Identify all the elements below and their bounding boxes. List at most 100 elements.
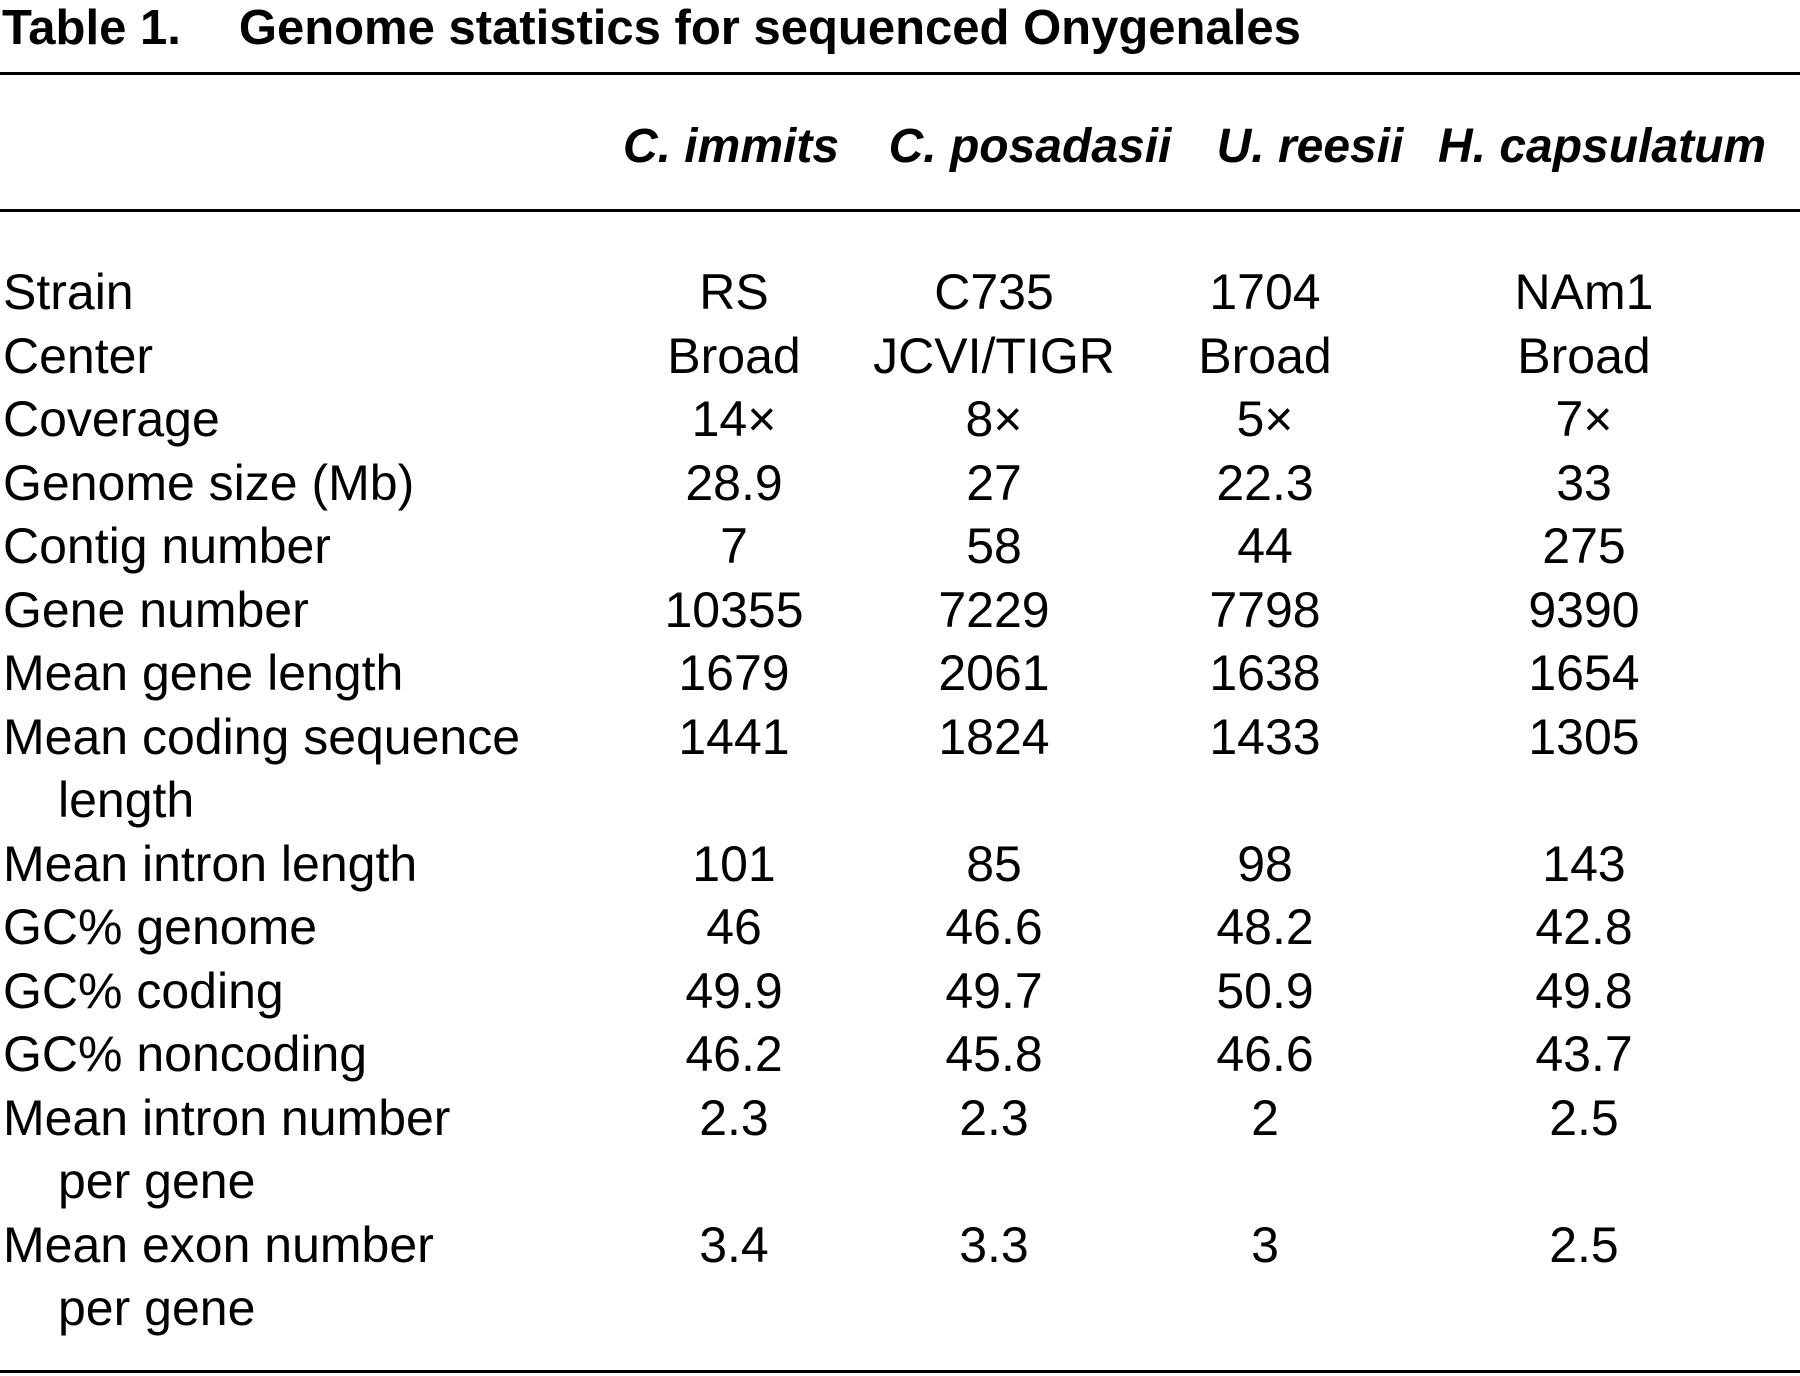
- column-gap: [1385, 706, 1445, 833]
- cell-value: 275: [1542, 518, 1626, 574]
- cell-value: 101: [692, 835, 776, 892]
- row-label: Mean intron number per gene: [0, 1087, 643, 1214]
- cell-value: 2.3: [959, 1089, 1029, 1146]
- row-label-text: Center: [3, 327, 154, 384]
- row-label: Mean exon number per gene: [0, 1214, 643, 1341]
- column-gap: [1125, 896, 1145, 960]
- cell-value: 1305: [1528, 708, 1640, 765]
- cell-value: 14×: [691, 391, 777, 447]
- cell-value: 50.9: [1216, 962, 1314, 1019]
- column-gap: [825, 388, 863, 452]
- stats-table: Strain RS C735 1704 NAm1 Center Broad JCVI/TIGR…: [0, 261, 1723, 1341]
- column-header: U. reesii: [1216, 120, 1404, 173]
- row-label: GC% noncoding: [0, 1023, 643, 1087]
- row-label-text: Mean gene length: [3, 645, 404, 701]
- row-label-continuation: per gene: [58, 1280, 256, 1336]
- cell-value: 58: [966, 518, 1022, 574]
- row-label-text: GC% coding: [3, 962, 284, 1019]
- column-gap: [1385, 515, 1445, 579]
- row-label: Strain: [0, 261, 643, 325]
- column-gap: [1125, 960, 1145, 1024]
- cell-value: 44: [1237, 518, 1293, 574]
- row-label-text: GC% noncoding: [3, 1026, 368, 1082]
- cell-value: 1679: [678, 645, 790, 701]
- row-label: Contig number: [0, 515, 643, 579]
- column-gap: [1385, 1023, 1445, 1087]
- column-header: C. immits: [622, 120, 840, 173]
- column-gap: [1385, 325, 1445, 389]
- cell-value: 1433: [1209, 708, 1321, 765]
- cell-value: 22.3: [1216, 454, 1314, 511]
- cell-value: 2.5: [1549, 1089, 1619, 1146]
- column-gap: [1385, 388, 1445, 452]
- row-label: Coverage: [0, 388, 643, 452]
- row-label-text: Gene number: [3, 581, 309, 638]
- cell-value: 85: [966, 835, 1022, 892]
- header-rule: [0, 209, 1800, 212]
- column-gap: [825, 261, 863, 325]
- cell-value: 10355: [664, 581, 804, 638]
- cell-value: 1638: [1209, 645, 1321, 701]
- cell-value: C735: [934, 264, 1054, 320]
- row-label-text: GC% genome: [3, 899, 318, 955]
- column-gap: [1385, 261, 1445, 325]
- stats-table-body: Strain RS C735 1704 NAm1 Center Broad JCVI/TIGR…: [0, 261, 1723, 1341]
- row-label-continuation: per gene: [58, 1153, 256, 1209]
- row-label: Gene number: [0, 579, 643, 643]
- cell-value: 3.4: [699, 1216, 769, 1273]
- row-label: GC% coding: [0, 960, 643, 1024]
- cell-value: 28.9: [685, 454, 783, 511]
- column-gap: [825, 833, 863, 897]
- cell-value: 9390: [1528, 581, 1640, 638]
- row-label-text: Genome size (Mb): [3, 454, 415, 511]
- cell-value: 48.2: [1216, 899, 1314, 955]
- cell-value: 33: [1556, 454, 1612, 511]
- bottom-rule: [0, 1370, 1800, 1373]
- table-row: Mean intron number per gene 2.3 2.3 2 2.5: [0, 1087, 1723, 1214]
- cell-value: 1441: [678, 708, 790, 765]
- row-label-text: Mean intron number: [3, 1089, 451, 1146]
- cell-value: 98: [1237, 835, 1293, 892]
- column-gap: [825, 1087, 863, 1214]
- column-gap: [1125, 833, 1145, 897]
- table-row: Gene number 10355 7229 7798 9390: [0, 579, 1723, 643]
- column-gap: [1125, 388, 1145, 452]
- cell-value: 1654: [1528, 645, 1640, 701]
- column-gap: [1125, 579, 1145, 643]
- table-row: Mean coding sequence length 1441 1824 1433 13…: [0, 706, 1723, 833]
- table-row: Center Broad JCVI/TIGR Broad Broad: [0, 325, 1723, 389]
- column-gap: [1385, 1214, 1445, 1341]
- cell-value: Broad: [1517, 327, 1651, 384]
- cell-value: 46.6: [945, 899, 1043, 955]
- column-gap: [825, 642, 863, 706]
- row-label: Mean intron length: [0, 833, 643, 897]
- row-label-text: Coverage: [3, 391, 220, 447]
- row-label: Center: [0, 325, 643, 389]
- column-gap: [825, 1023, 863, 1087]
- column-gap: [1125, 1214, 1145, 1341]
- cell-value: 1824: [938, 708, 1050, 765]
- row-label: Genome size (Mb): [0, 452, 643, 516]
- cell-value: 3: [1251, 1216, 1279, 1273]
- row-label: Mean coding sequence length: [0, 706, 643, 833]
- row-label-text: Mean coding sequence: [3, 708, 521, 765]
- row-label-text: Strain: [3, 264, 134, 320]
- cell-value: 42.8: [1535, 899, 1633, 955]
- column-gap: [1385, 642, 1445, 706]
- cell-value: 143: [1542, 835, 1626, 892]
- cell-value: 8×: [965, 391, 1023, 447]
- column-gap: [1125, 706, 1145, 833]
- cell-value: 2061: [938, 645, 1050, 701]
- cell-value: 46: [706, 899, 762, 955]
- row-label-continuation: length: [58, 772, 195, 828]
- table-row: Mean gene length 1679 2061 1638 1654: [0, 642, 1723, 706]
- column-gap: [1385, 452, 1445, 516]
- cell-value: 7229: [938, 581, 1050, 638]
- cell-value: 46.6: [1216, 1026, 1314, 1082]
- cell-value: 2.5: [1549, 1216, 1619, 1273]
- column-gap: [825, 579, 863, 643]
- column-gap: [1125, 1023, 1145, 1087]
- row-label-text: Mean exon number: [3, 1216, 434, 1273]
- column-gap: [1385, 579, 1445, 643]
- column-gap: [1125, 642, 1145, 706]
